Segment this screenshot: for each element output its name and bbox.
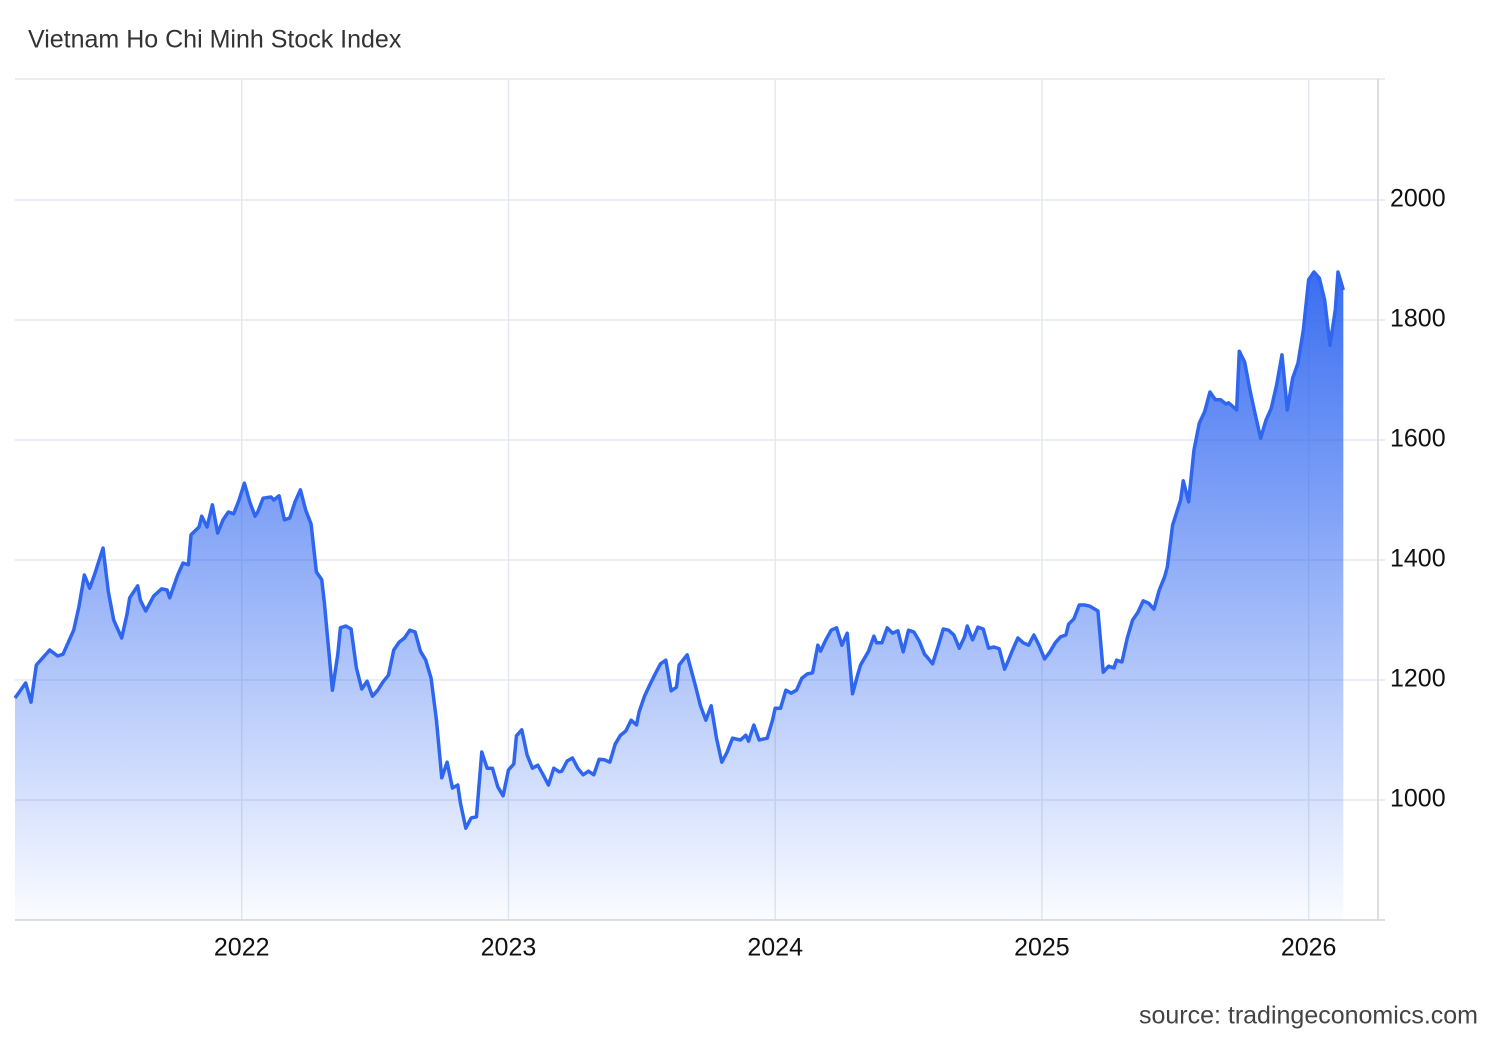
source-note: source: tradingeconomics.com — [1139, 1002, 1478, 1030]
x-tick-label: 2024 — [747, 934, 803, 962]
y-tick-label: 2000 — [1390, 185, 1446, 213]
y-tick-label: 1000 — [1390, 785, 1446, 813]
x-tick-label: 2022 — [214, 934, 270, 962]
x-tick-label: 2026 — [1281, 934, 1337, 962]
x-tick-label: 2023 — [481, 934, 537, 962]
area-fill — [15, 272, 1344, 920]
y-tick-label: 1400 — [1390, 545, 1446, 573]
y-tick-label: 1200 — [1390, 665, 1446, 693]
line — [13, 270, 1345, 830]
x-tick-label: 2025 — [1014, 934, 1070, 962]
y-tick-label: 1800 — [1390, 305, 1446, 333]
y-tick-label: 1600 — [1390, 425, 1446, 453]
chart-title: Vietnam Ho Chi Minh Stock Index — [28, 26, 402, 54]
